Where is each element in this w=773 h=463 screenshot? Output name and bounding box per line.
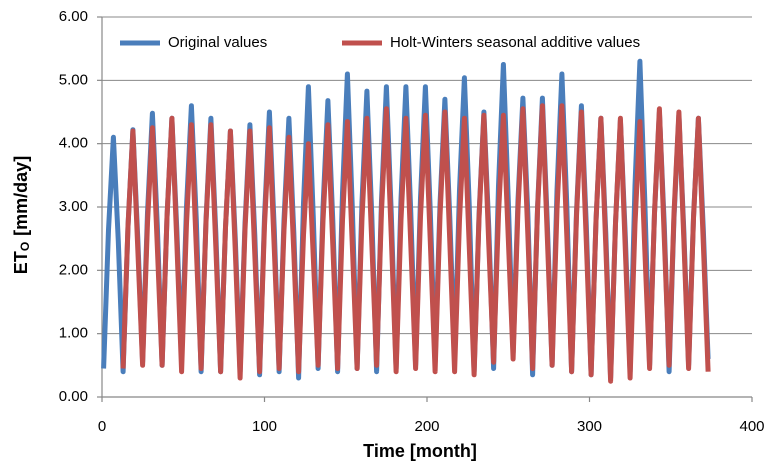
x-tick-label: 100 bbox=[252, 418, 277, 435]
y-label-main: ET bbox=[11, 251, 31, 274]
x-tick-label: 300 bbox=[577, 418, 602, 435]
legend-label: Holt-Winters seasonal additive values bbox=[390, 34, 640, 51]
y-tick-label: 5.00 bbox=[59, 71, 88, 88]
line-layer bbox=[101, 58, 711, 384]
legend-label: Original values bbox=[168, 34, 267, 51]
y-tick-label: 1.00 bbox=[59, 325, 88, 342]
y-tick-label: 2.00 bbox=[59, 261, 88, 278]
y-label-unit: [mm/day] bbox=[11, 156, 31, 236]
x-axis-label: Time [month] bbox=[363, 441, 477, 461]
y-tick-label: 3.00 bbox=[59, 198, 88, 215]
y-tick-label: 6.00 bbox=[59, 8, 88, 25]
x-tick-label: 400 bbox=[739, 418, 764, 435]
x-tick-label: 0 bbox=[98, 418, 106, 435]
y-label-sub: O bbox=[18, 242, 32, 251]
y-tick-label: 4.00 bbox=[59, 135, 88, 152]
y-axis-label: ETO [mm/day] bbox=[11, 156, 32, 274]
x-tick-label: 200 bbox=[414, 418, 439, 435]
series-line bbox=[120, 103, 711, 384]
y-tick-label: 0.00 bbox=[59, 388, 88, 405]
